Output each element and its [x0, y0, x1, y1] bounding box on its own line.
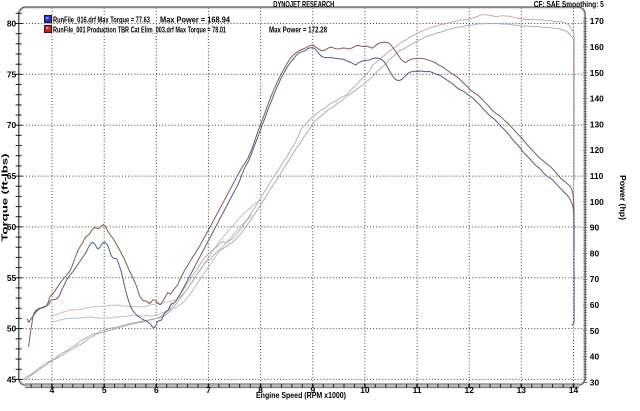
svg-text:CF: SAE Smoothing: 5: CF: SAE Smoothing: 5 [534, 0, 604, 9]
svg-text:60: 60 [7, 222, 17, 232]
svg-text:45: 45 [7, 374, 17, 384]
svg-text:170: 170 [590, 16, 604, 26]
svg-text:160: 160 [590, 42, 604, 52]
svg-text:4: 4 [50, 385, 55, 395]
svg-text:RunFile_001 Production TBR Cat: RunFile_001 Production TBR Cat Elim_003.… [53, 24, 226, 34]
svg-text:120: 120 [590, 145, 604, 155]
svg-text:13: 13 [517, 385, 527, 395]
svg-text:55: 55 [7, 273, 17, 283]
svg-text:11: 11 [413, 385, 422, 395]
svg-text:Torque (ft-lbs): Torque (ft-lbs) [1, 153, 10, 242]
svg-text:9: 9 [310, 385, 315, 395]
svg-text:Max Power = 168.94: Max Power = 168.94 [160, 14, 230, 24]
svg-text:DYNOJET RESEARCH: DYNOJET RESEARCH [273, 0, 334, 9]
svg-text:65: 65 [7, 171, 17, 181]
svg-text:75: 75 [7, 69, 17, 79]
svg-text:RunFile_016.drf Max Torque = 7: RunFile_016.drf Max Torque = 77.63 [53, 14, 150, 24]
svg-text:140: 140 [590, 94, 604, 104]
svg-text:Power (hp): Power (hp) [618, 175, 628, 220]
svg-text:70: 70 [7, 120, 17, 130]
svg-text:50: 50 [7, 324, 17, 334]
svg-text:80: 80 [590, 248, 600, 258]
svg-text:50: 50 [590, 326, 600, 336]
svg-text:100: 100 [590, 197, 604, 207]
svg-text:30: 30 [590, 377, 600, 387]
svg-text:6: 6 [154, 385, 159, 395]
svg-text:Max Power = 172.28: Max Power = 172.28 [269, 24, 327, 34]
svg-text:7: 7 [206, 385, 211, 395]
svg-text:8: 8 [258, 385, 263, 395]
svg-text:5: 5 [102, 385, 107, 395]
svg-text:Engine Speed (RPM x1000): Engine Speed (RPM x1000) [256, 390, 346, 400]
svg-text:110: 110 [590, 171, 604, 181]
svg-text:80: 80 [7, 19, 17, 29]
svg-text:70: 70 [590, 274, 600, 284]
svg-text:60: 60 [590, 300, 600, 310]
svg-text:40: 40 [590, 352, 600, 362]
svg-text:90: 90 [590, 223, 600, 233]
svg-text:150: 150 [590, 68, 604, 78]
svg-text:12: 12 [465, 385, 475, 395]
svg-text:130: 130 [590, 119, 604, 129]
svg-text:14: 14 [569, 385, 579, 395]
svg-text:10: 10 [360, 385, 370, 395]
